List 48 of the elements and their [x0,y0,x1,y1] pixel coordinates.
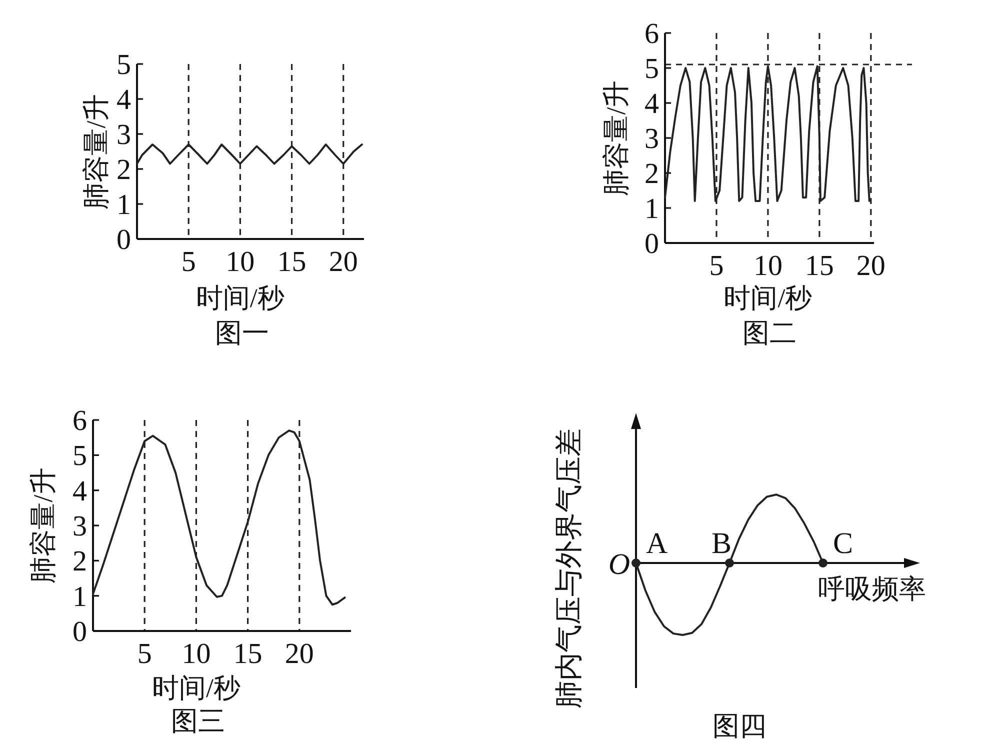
y-tick-label: 0 [644,228,659,260]
y-tick-label: 2 [644,158,659,190]
y-tick-label: 5 [72,440,87,472]
x-tick-label: 20 [856,250,886,282]
y-tick-label: 1 [116,189,131,221]
y-tick-label: 6 [644,18,659,50]
x-axis-title: 时间/秒 [196,283,284,313]
y-axis-title: 肺容量/升 [81,94,111,210]
x-tick-label: 15 [804,250,834,282]
y-tick-label: 1 [72,580,87,613]
x-axis-title: 时间/秒 [724,283,812,313]
x-tick-label: 15 [233,638,262,670]
y-tick-label: 0 [116,224,131,256]
x-tick-label: 15 [277,246,306,278]
y-tick-label: 3 [644,123,659,155]
x-tick-label: 5 [137,638,152,670]
x-tick-label: 5 [181,246,196,278]
text: 图一 [215,318,269,348]
y-axis-title: 肺容量/升 [28,468,58,584]
y-tick-label: 4 [72,475,88,508]
y-tick-label: 5 [644,53,659,85]
annotation: B [711,527,732,560]
y-tick-label: 2 [72,546,87,578]
y-axis-title: 肺容量/升 [601,80,631,196]
y-tick-label: 4 [644,88,660,120]
text: 图二 [742,318,796,348]
y-tick-label: 3 [72,510,87,542]
y-axis-title: 肺内气压与外界气压差 [554,428,585,708]
y-tick-label: 0 [72,616,87,648]
y-tick-label: 3 [116,119,131,151]
y-tick-label: 5 [116,49,131,81]
text: 图三 [171,706,225,736]
x-tick-label: 10 [182,638,211,670]
y-tick-label: 2 [116,154,131,186]
x-axis-title: 时间/秒 [152,673,240,703]
y-tick-label: 6 [72,405,87,437]
x-tick-label: 5 [709,250,724,282]
annotation: A [646,527,668,560]
text: C [833,527,854,560]
text: O [608,548,630,581]
text: 图四 [712,711,766,741]
x-tick-label: 10 [226,246,255,278]
x-axis-title: 呼吸频率 [818,574,926,604]
y-tick-label: 4 [116,84,132,116]
y-tick-label: 1 [644,193,659,225]
x-tick-label: 10 [753,250,782,282]
x-tick-label: 20 [328,246,358,278]
x-tick-label: 20 [284,638,314,670]
